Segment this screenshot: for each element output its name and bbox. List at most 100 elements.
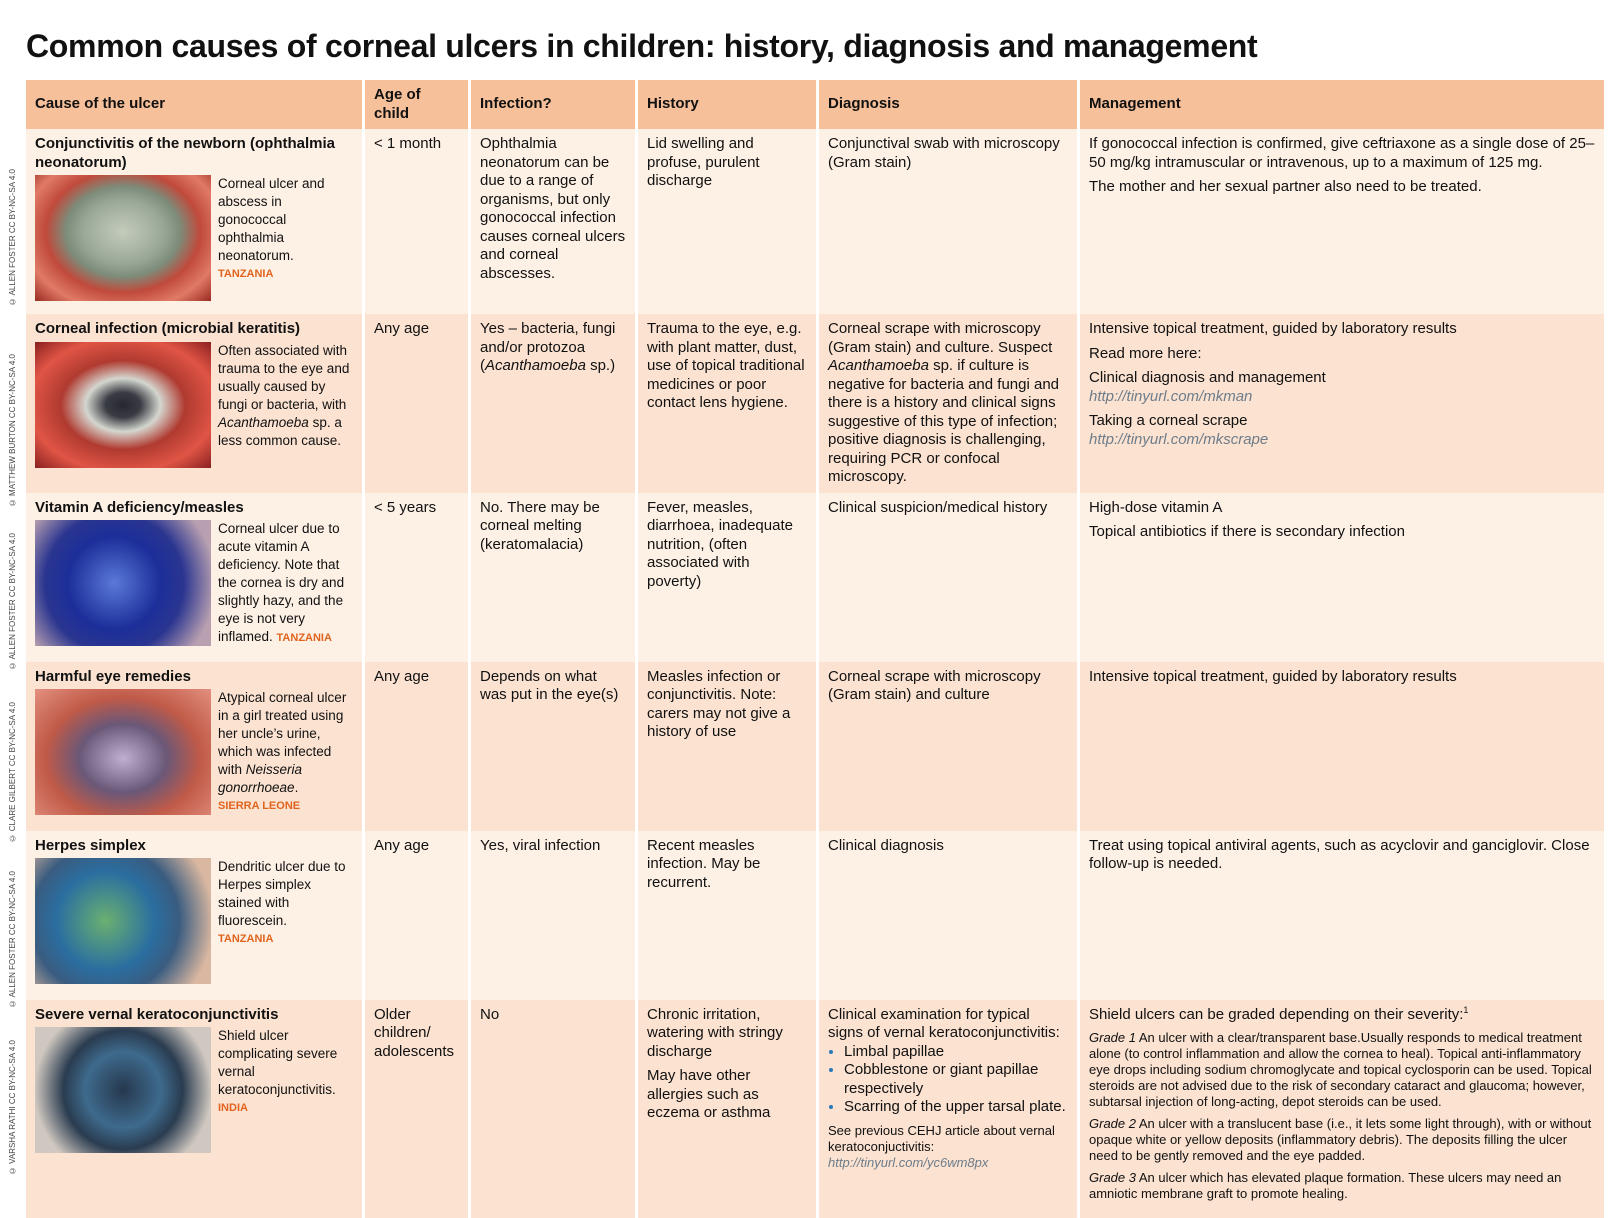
cause-cell: Herpes simplex Dendritic ulcer due to Her… — [8, 830, 365, 1008]
photo — [35, 341, 211, 468]
text-segment: Atypical corneal ulcer in a girl treated… — [218, 690, 347, 777]
paragraph: Corneal scrape with microscopy (Gram sta… — [828, 320, 1068, 487]
location: TANZANIA — [218, 268, 274, 280]
paragraph: Depends on what was put in the eye(s) — [480, 667, 619, 704]
cause-body: Corneal ulcer and abscess in gonococcal … — [35, 175, 353, 301]
cause-title: Conjunctivitis of the newborn (ophthalmi… — [35, 135, 335, 171]
paragraph: Intensive topical treatment, guided by l… — [1089, 667, 1457, 685]
infection-cell: Yes – bacteria, fungi and/or protozoa (A… — [469, 314, 638, 493]
text-italic: Acanthamoeba — [218, 414, 309, 430]
table-row: Vitamin A deficiency/measles Corneal ulce… — [8, 492, 1604, 670]
management-cell: Intensive topical treatment, guided by l… — [1078, 314, 1604, 493]
text-italic: Acanthamoeba — [485, 357, 586, 374]
cause-cell: Vitamin A deficiency/measles Corneal ulce… — [8, 492, 365, 670]
paragraph: High-dose vitamin A — [1089, 498, 1223, 516]
infection-cell: Yes, viral infection — [469, 830, 638, 1000]
cause-title: Harmful eye remedies — [35, 667, 191, 685]
diagnosis-cell: Corneal scrape with microscopy (Gram sta… — [817, 314, 1080, 493]
cause-body: Corneal ulcer due to acute vitamin A def… — [35, 520, 353, 647]
table-row: Conjunctivitis of the newborn (ophthalmi… — [8, 129, 1604, 314]
cause-cell: Conjunctivitis of the newborn (ophthalmi… — [8, 129, 365, 314]
text-segment: . — [294, 780, 299, 795]
paragraph: Fever, measles, diarrhoea, inadequate nu… — [647, 498, 793, 590]
paragraph: Clinical suspicion/medical history — [828, 498, 1048, 516]
paragraph: Corneal scrape with microscopy (Gram sta… — [828, 667, 1041, 704]
infection-cell: Depends on what was put in the eye(s) — [469, 661, 638, 831]
text-location: TANZANIA — [276, 632, 332, 644]
text-italic: Grade 3 — [1089, 1170, 1136, 1185]
paragraph: Chronic irritation, watering with string… — [647, 1005, 783, 1060]
note: See previous CEHJ article about vernal k… — [828, 1122, 1055, 1154]
text-segment: An ulcer with a translucent base (i.e., … — [1089, 1116, 1592, 1163]
location: SIERRA LEONE — [218, 800, 301, 812]
text-segment: sp. if culture is negative for bacteria … — [828, 357, 1059, 485]
photo — [35, 520, 211, 646]
causes-table: Cause of the ulcer Age of child Infectio… — [8, 80, 1604, 1218]
table-row: Severe vernal keratoconjunctivitis Shield… — [8, 999, 1604, 1218]
photo — [35, 175, 211, 301]
age-cell: < 5 years — [363, 492, 471, 662]
diagnosis-cell: Clinical diagnosis — [817, 830, 1080, 1000]
history-cell: Measles infection or conjunctivitis. Not… — [636, 661, 819, 831]
paragraph: Grade 1 An ulcer with a clear/transparen… — [1089, 1030, 1595, 1110]
paragraph: Clinical diagnosis and management — [1089, 369, 1326, 386]
paragraph: Shield ulcers can be graded depending on… — [1089, 1004, 1595, 1025]
text-segment: Shield ulcers can be graded depending on… — [1089, 1005, 1464, 1023]
cause-body: Often associated with trauma to the eye … — [35, 341, 353, 468]
management-cell: Treat using topical antiviral agents, su… — [1078, 830, 1604, 1000]
paragraph: If gonococcal infection is confirmed, gi… — [1089, 135, 1595, 171]
link: http://tinyurl.com/yc6wm8px — [828, 1154, 989, 1170]
history-cell: Lid swelling and profuse, purulent disch… — [636, 129, 819, 314]
caption: Corneal ulcer and abscess in gonococcal … — [218, 175, 353, 301]
text-segment: An ulcer which has elevated plaque forma… — [1089, 1170, 1562, 1201]
paragraph: Treat using topical antiviral agents, su… — [1089, 836, 1590, 873]
paragraph: Grade 3 An ulcer which has elevated plaq… — [1089, 1170, 1595, 1202]
text-italic: Acanthamoeba — [828, 357, 929, 374]
text-segment: Often associated with trauma to the eye … — [218, 342, 350, 412]
text-sup: 1 — [1463, 1004, 1469, 1015]
column-header: History — [636, 80, 819, 129]
photo-credit: © ALLEN FOSTER CC BY-NC-SA 4.0 — [8, 169, 17, 307]
infection-cell: No. There may be corneal melting (kerato… — [469, 492, 638, 662]
photo — [35, 858, 211, 984]
history-cell: Recent measles infection. May be recurre… — [636, 830, 819, 1000]
paragraph: Often associated with trauma to the eye … — [218, 342, 353, 450]
text-segment: Corneal ulcer due to acute vitamin A def… — [218, 521, 345, 644]
text-segment: An ulcer with a clear/transparent base.U… — [1089, 1030, 1592, 1109]
paragraph: Clinical diagnosis — [828, 836, 944, 854]
table-row: Herpes simplex Dendritic ulcer due to Her… — [8, 830, 1604, 1008]
photo — [35, 689, 211, 815]
paragraph: Recent measles infection. May be recurre… — [647, 836, 761, 891]
photo-credit: © CLARE GILBERT CC BY-NC-SA 4.0 — [8, 701, 17, 842]
paragraph: Grade 2 An ulcer with a translucent base… — [1089, 1116, 1595, 1164]
age-cell: Any age — [363, 830, 471, 1000]
column-header: Infection? — [469, 80, 638, 129]
link: http://tinyurl.com/mkman — [1089, 387, 1253, 405]
text-italic: Grade 1 — [1089, 1030, 1136, 1045]
diagnosis-cell: Clinical suspicion/medical history — [817, 492, 1080, 662]
paragraph: Topical antibiotics if there is secondar… — [1089, 523, 1405, 540]
cause-cell: Corneal infection (microbial keratitis) O… — [8, 314, 365, 507]
table-body: Conjunctivitis of the newborn (ophthalmi… — [8, 129, 1604, 1218]
photo — [35, 1027, 211, 1153]
age-cell: Any age — [363, 314, 471, 493]
paragraph: Shield ulcer complicating severe vernal … — [218, 1028, 338, 1097]
cause-body: Shield ulcer complicating severe vernal … — [35, 1027, 353, 1153]
management-cell: If gonococcal infection is confirmed, gi… — [1078, 129, 1604, 314]
text-segment: sp.) — [585, 357, 616, 374]
management-cell: Shield ulcers can be graded depending on… — [1078, 999, 1604, 1218]
bullet-list: Limbal papillaeCobblestone or giant papi… — [828, 1043, 1068, 1117]
paragraph: Corneal ulcer and abscess in gonococcal … — [218, 176, 325, 263]
text-segment: sp. a less common cause. — [218, 414, 342, 448]
column-header: Diagnosis — [817, 80, 1080, 129]
paragraph: Yes – bacteria, fungi and/or protozoa (A… — [480, 320, 626, 376]
cause-title: Corneal infection (microbial keratitis) — [35, 320, 301, 337]
infection-cell: No — [469, 999, 638, 1218]
text-segment: Corneal scrape with microscopy (Gram sta… — [828, 320, 1053, 356]
photo-credit: © VARSHA RATHI CC BY-NC-SA 4.0 — [8, 1039, 17, 1175]
link: http://tinyurl.com/mkscrape — [1089, 430, 1269, 448]
location: INDIA — [218, 1102, 248, 1114]
column-header: Management — [1078, 80, 1604, 129]
paragraph: Trauma to the eye, e.g. with plant matte… — [647, 320, 805, 411]
